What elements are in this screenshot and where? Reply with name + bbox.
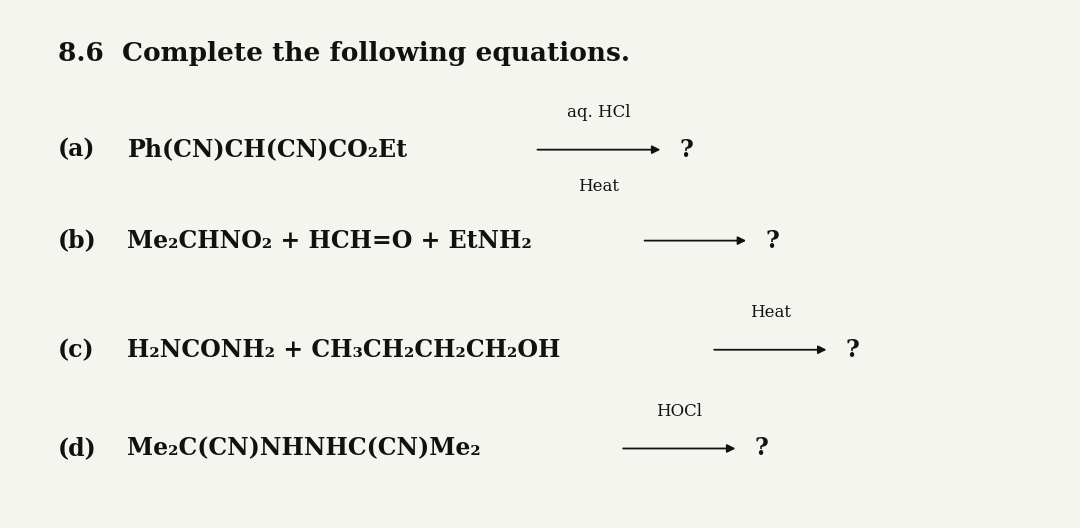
Text: Me₂C(CN)NHNHC(CN)Me₂: Me₂C(CN)NHNHC(CN)Me₂ <box>127 437 482 460</box>
Text: H₂NCONH₂ + CH₃CH₂CH₂CH₂OH: H₂NCONH₂ + CH₃CH₂CH₂CH₂OH <box>127 338 561 362</box>
Text: Me₂CHNO₂ + HCH=O + EtNH₂: Me₂CHNO₂ + HCH=O + EtNH₂ <box>127 229 532 252</box>
Text: 8.6  Complete the following equations.: 8.6 Complete the following equations. <box>57 41 630 65</box>
Text: (c): (c) <box>57 338 94 362</box>
Text: Heat: Heat <box>750 304 791 321</box>
Text: (a): (a) <box>57 138 95 162</box>
Text: Ph(CN)CH(CN)CO₂Et: Ph(CN)CH(CN)CO₂Et <box>127 138 407 162</box>
Text: (d): (d) <box>57 437 96 460</box>
Text: ?: ? <box>846 338 860 362</box>
Text: (b): (b) <box>57 229 96 252</box>
Text: ?: ? <box>754 437 768 460</box>
Text: Heat: Heat <box>579 178 620 195</box>
Text: ?: ? <box>679 138 693 162</box>
Text: aq. HCl: aq. HCl <box>567 104 631 121</box>
Text: HOCl: HOCl <box>657 403 702 420</box>
Text: ?: ? <box>765 229 779 252</box>
